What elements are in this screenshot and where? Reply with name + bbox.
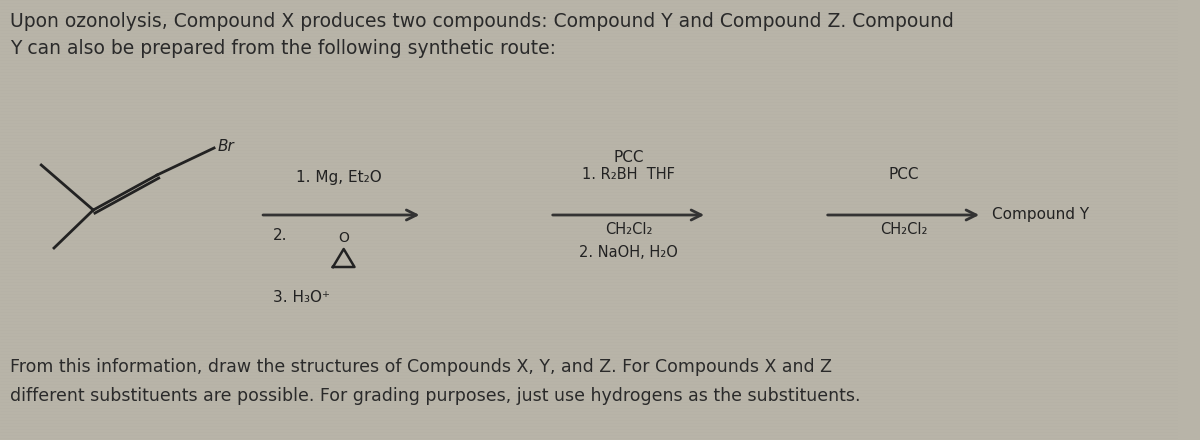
Text: 1. R₂BH  THF: 1. R₂BH THF — [582, 167, 674, 182]
Text: Upon ozonolysis, Compound X produces two compounds: Compound Y and Compound Z. C: Upon ozonolysis, Compound X produces two… — [10, 12, 954, 58]
Text: PCC: PCC — [613, 150, 643, 165]
Text: 1. Mg, Et₂O: 1. Mg, Et₂O — [296, 170, 382, 185]
Text: CH₂Cl₂: CH₂Cl₂ — [605, 222, 653, 237]
Text: 3. H₃O⁺: 3. H₃O⁺ — [272, 290, 330, 305]
Text: From this information, draw the structures of Compounds X, Y, and Z. For Compoun: From this information, draw the structur… — [10, 358, 860, 405]
Text: PCC: PCC — [888, 167, 919, 182]
Text: O: O — [338, 231, 349, 245]
Text: CH₂Cl₂: CH₂Cl₂ — [880, 222, 928, 237]
Text: Br: Br — [218, 139, 235, 154]
Text: 2. NaOH, H₂O: 2. NaOH, H₂O — [580, 245, 678, 260]
Text: 2.: 2. — [272, 228, 288, 243]
Text: Compound Y: Compound Y — [991, 206, 1088, 221]
